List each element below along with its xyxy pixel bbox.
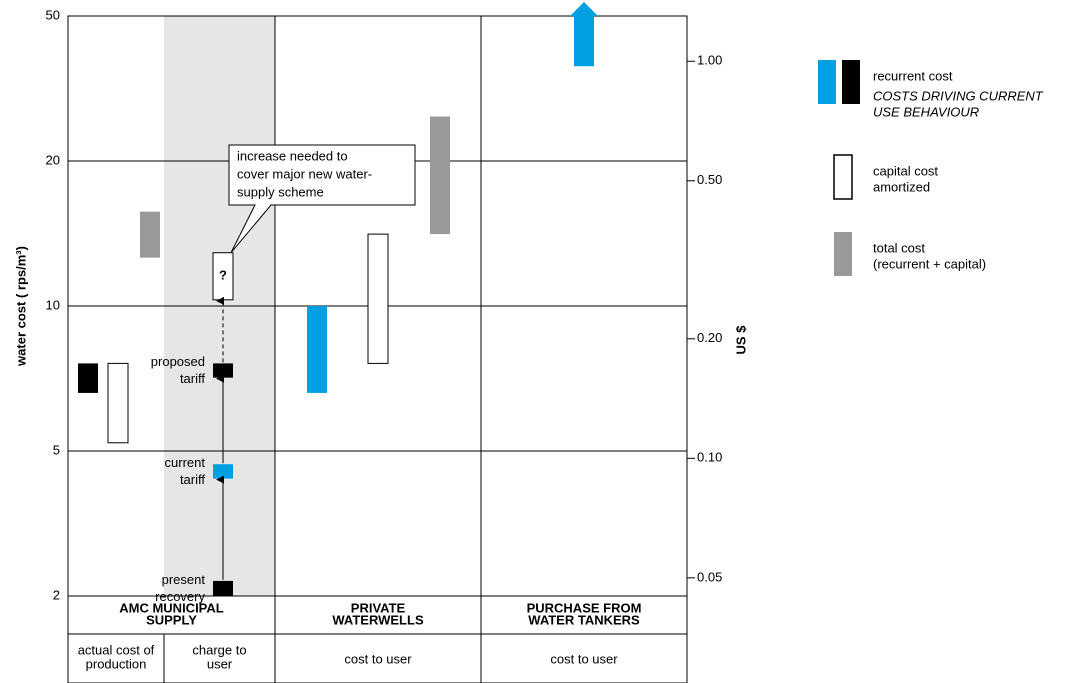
legend-label: capital cost: [873, 163, 938, 178]
bar: [140, 211, 160, 258]
bar-label: tariff: [180, 472, 205, 487]
bar: [213, 363, 233, 378]
column-header: WATER TANKERS: [528, 612, 640, 627]
callout-text: increase needed to: [237, 148, 348, 163]
subcolumn-label: user: [207, 656, 233, 671]
bar: [213, 580, 233, 596]
bar-label: tariff: [180, 371, 205, 386]
y2-tick-label: 0.50: [697, 172, 722, 187]
legend-note: COSTS DRIVING CURRENT: [873, 88, 1044, 103]
bar-label: recovery: [155, 589, 205, 604]
column-header: WATERWELLS: [332, 612, 424, 627]
subcolumn-label: cost to user: [550, 651, 618, 666]
bar-label: proposed: [151, 354, 205, 369]
legend-note: USE BEHAVIOUR: [873, 104, 979, 119]
legend-swatch: [833, 154, 853, 200]
legend-label: (recurrent + capital): [873, 256, 986, 271]
bar: [430, 116, 450, 235]
y2-tick-label: 1.00: [697, 53, 722, 68]
subcolumn-label: actual cost of: [78, 642, 155, 657]
y-tick-label: 5: [53, 442, 60, 457]
y-tick-label: 20: [46, 152, 60, 167]
y-axis-label: water cost ( rps/m³): [13, 246, 28, 367]
bar-label: present: [162, 572, 206, 587]
bar: [574, 16, 594, 67]
bar: [307, 306, 327, 393]
y-tick-label: 10: [46, 297, 60, 312]
legend-label: total cost: [873, 240, 925, 255]
column-header: PURCHASE FROM: [527, 600, 642, 615]
callout-box: [228, 144, 416, 254]
subcolumn-label: production: [86, 656, 147, 671]
callout-text: cover major new water-: [237, 166, 372, 181]
legend-swatch: [842, 60, 860, 104]
bar-label: current: [165, 455, 206, 470]
column-header: AMC MUNICIPAL: [119, 600, 224, 615]
y2-axis-label: US $: [733, 325, 748, 355]
legend-label: recurrent cost: [873, 68, 953, 83]
bar-text: ?: [219, 268, 227, 283]
y-tick-label: 2: [53, 587, 60, 602]
subcolumn-label: charge to: [192, 642, 246, 657]
y2-tick-label: 0.05: [697, 569, 722, 584]
legend-swatch: [818, 60, 836, 104]
y2-tick-label: 0.10: [697, 450, 722, 465]
bar: [107, 362, 129, 444]
callout-text: supply scheme: [237, 184, 324, 199]
bar-arrow: [570, 2, 598, 16]
bar: [213, 464, 233, 479]
legend-label: amortized: [873, 179, 930, 194]
column-header: SUPPLY: [146, 612, 197, 627]
y2-tick-label: 0.20: [697, 330, 722, 345]
column-header: PRIVATE: [351, 600, 406, 615]
y-tick-label: 50: [46, 7, 60, 22]
bar: [367, 233, 389, 364]
bar: [78, 363, 98, 393]
legend-swatch: [834, 232, 852, 276]
subcolumn-label: cost to user: [344, 651, 412, 666]
